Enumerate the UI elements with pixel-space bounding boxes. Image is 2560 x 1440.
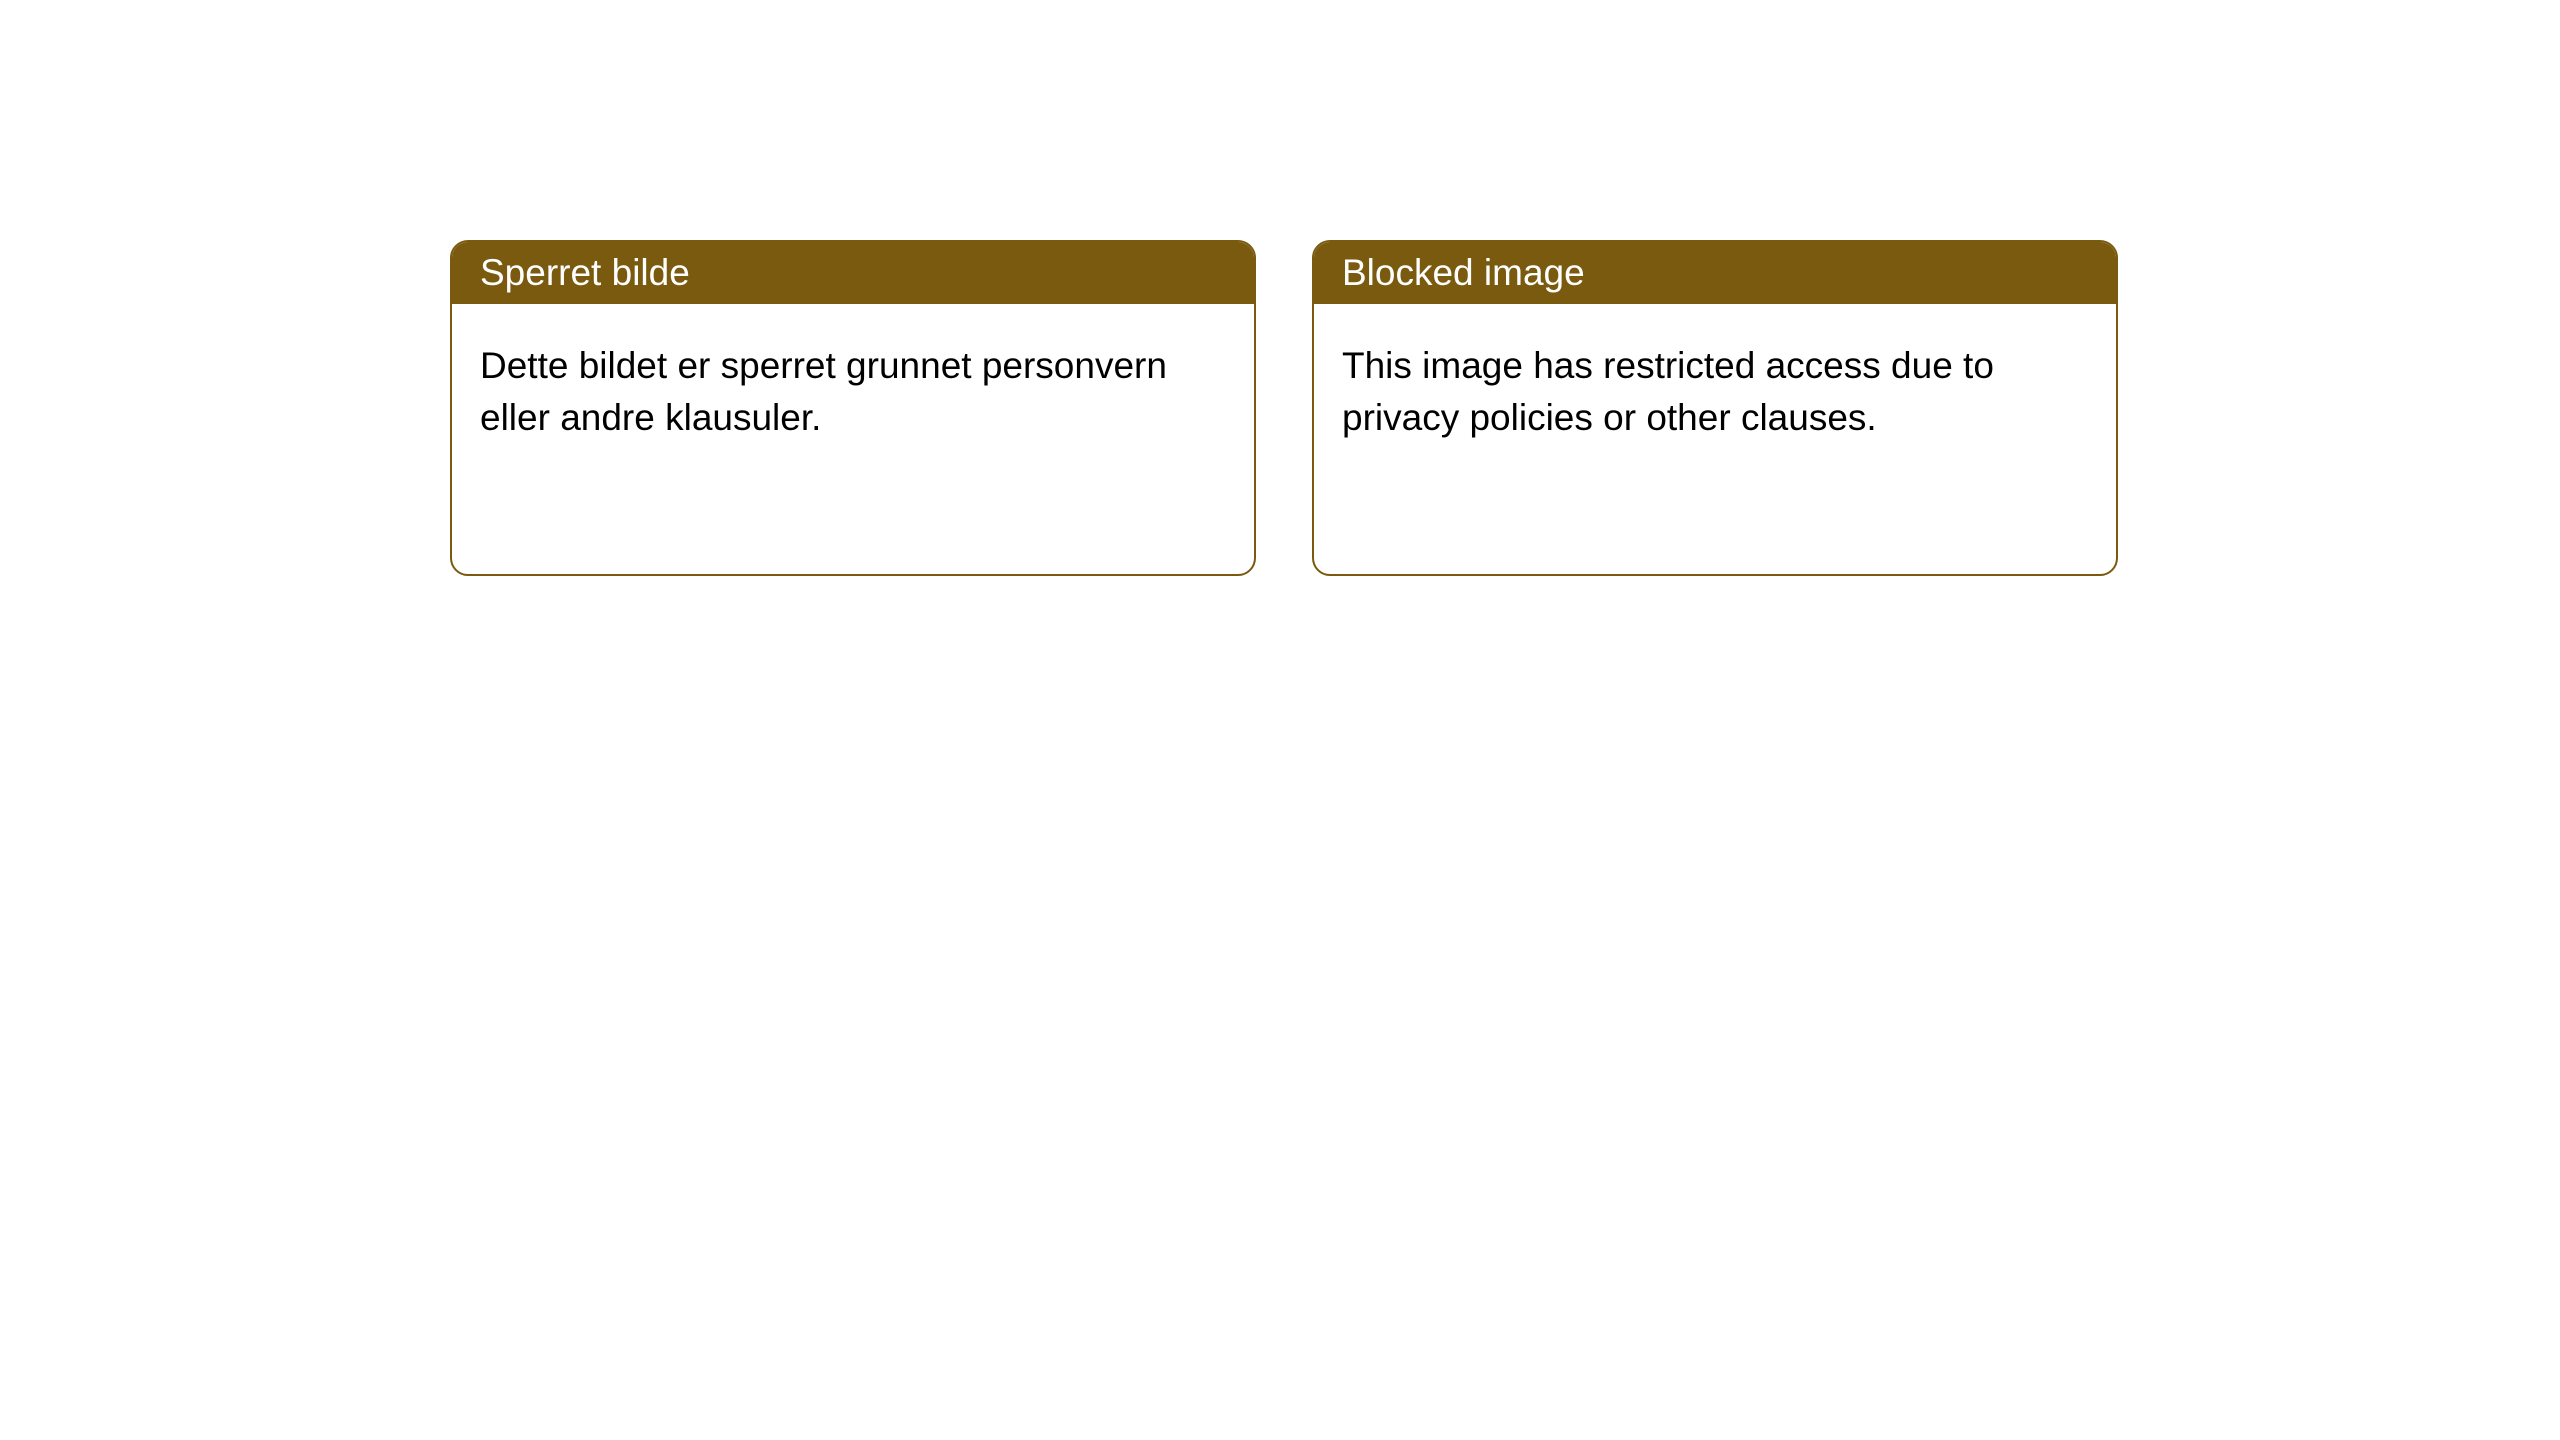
cards-container: Sperret bilde Dette bildet er sperret gr…: [0, 0, 2560, 576]
card-body: This image has restricted access due to …: [1314, 304, 2116, 480]
card-message: Dette bildet er sperret grunnet personve…: [480, 345, 1167, 438]
card-header: Sperret bilde: [452, 242, 1254, 304]
card-body: Dette bildet er sperret grunnet personve…: [452, 304, 1254, 480]
card-title: Sperret bilde: [480, 252, 690, 293]
blocked-image-card-no: Sperret bilde Dette bildet er sperret gr…: [450, 240, 1256, 576]
card-title: Blocked image: [1342, 252, 1585, 293]
card-header: Blocked image: [1314, 242, 2116, 304]
blocked-image-card-en: Blocked image This image has restricted …: [1312, 240, 2118, 576]
card-message: This image has restricted access due to …: [1342, 345, 1994, 438]
